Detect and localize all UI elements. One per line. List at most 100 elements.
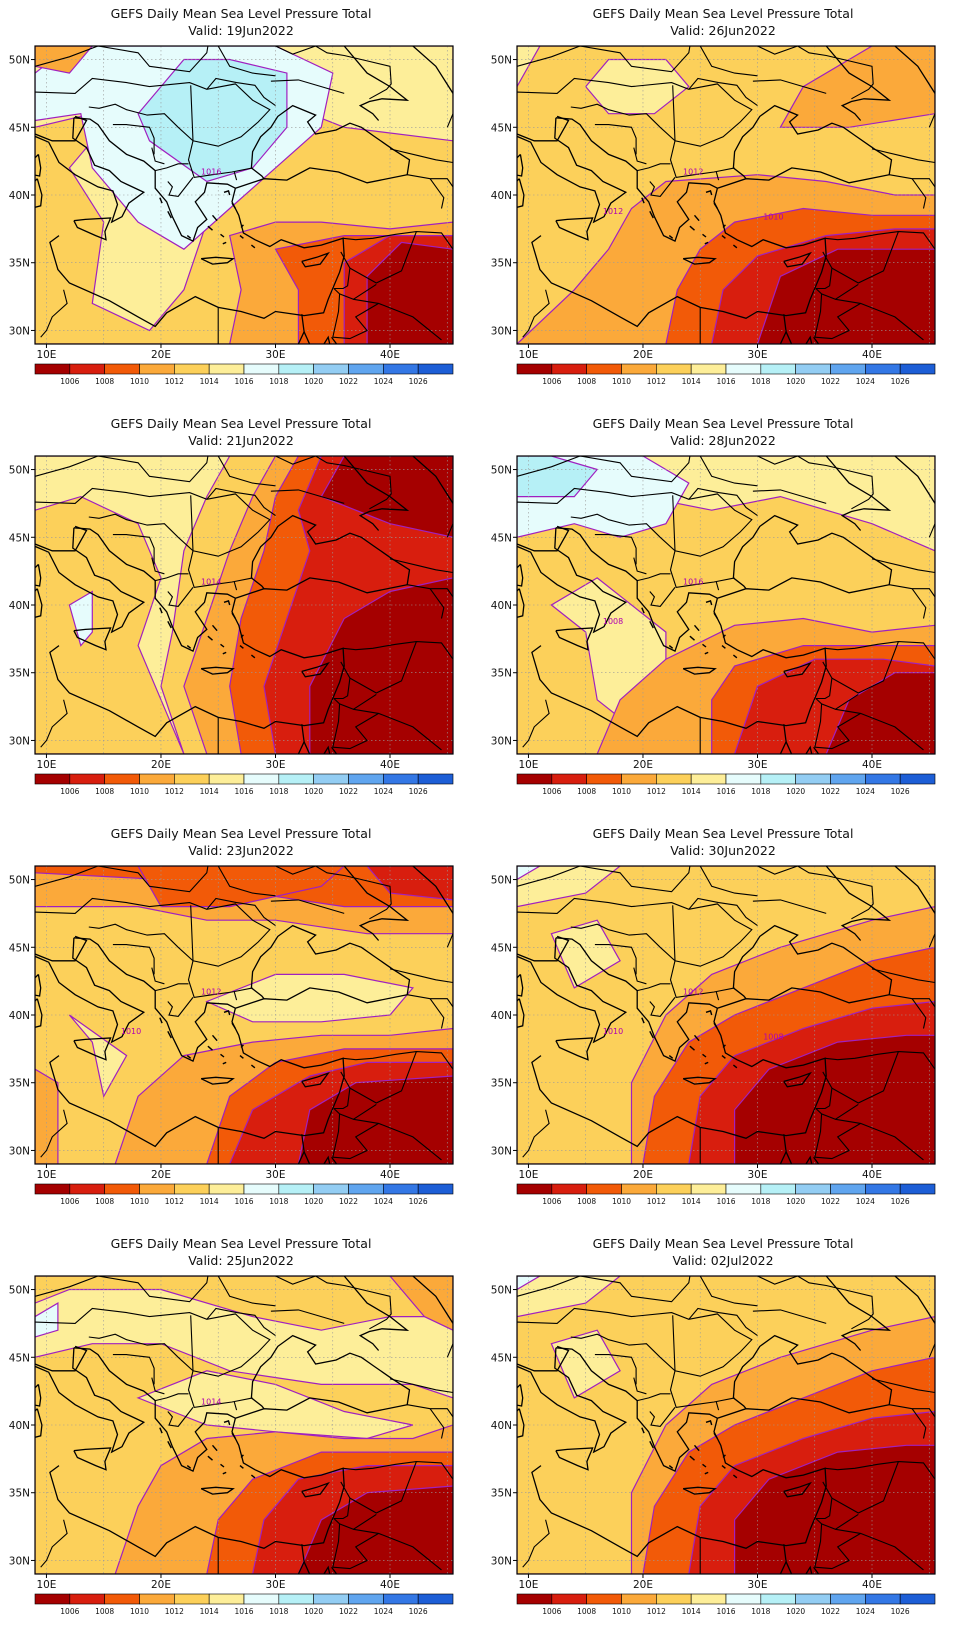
pressure-region [137,866,346,908]
country-border [270,1309,345,1324]
colorbar-swatch [383,773,419,785]
island [159,197,163,204]
lon-tick-label: 30E [265,1169,285,1181]
colorbar-swatch [313,1183,349,1195]
coastline [783,251,812,268]
colorbar-label: 1026 [409,377,428,386]
country-border [333,661,351,700]
colorbar-label: 1020 [786,1197,805,1206]
colorbar-label: 1006 [60,1197,79,1206]
coastline [555,1037,594,1061]
island [641,1427,645,1434]
island [668,645,674,649]
island [722,224,726,228]
coastline [813,1156,820,1164]
colorbar-label: 1024 [856,1197,875,1206]
country-border [669,1315,735,1409]
pressure-map: 50N 45N 40N 35N 30N 10E 20E 30E 40E 1006 1008 1010 1… [491,1275,936,1616]
coastline [73,1347,236,1473]
colorbar-swatch [551,363,587,375]
country-border [187,905,253,999]
contour-label: 1014 [201,578,221,587]
island [159,1017,163,1024]
coastline [894,1276,935,1324]
colorbar-label: 1008 [577,1607,596,1616]
island [223,1420,231,1426]
country-border [155,983,189,992]
island [693,214,700,222]
lon-tick-label: 20E [151,1579,171,1591]
country-border [889,994,935,1008]
colorbar-label: 1024 [856,787,875,796]
island [702,643,707,648]
lat-tick-label: 30N [491,1145,512,1157]
colorbar-swatch [899,773,936,785]
colorbar-label: 1018 [269,787,288,796]
colorbar-swatch [139,773,175,785]
island [167,210,172,219]
country-border [814,712,861,750]
lon-tick-label: 10E [518,759,538,771]
coastline [301,1481,330,1498]
country-border [151,557,165,575]
coastline [35,1383,42,1407]
lon-tick-label: 40E [862,1579,882,1591]
island [722,1454,726,1458]
country-border [353,298,442,341]
island [702,233,707,238]
island [641,1017,645,1024]
country-border [407,174,453,188]
coastline [235,924,411,1009]
pressure-region [309,577,453,754]
country-border [217,1276,276,1307]
colorbar-swatch [621,1593,657,1605]
country-border [835,1528,924,1571]
coastline [343,1276,410,1351]
country-border [187,85,253,179]
country-border [217,456,276,487]
colorbar-label: 1010 [130,1607,149,1616]
country-border [522,1109,550,1158]
colorbar-label: 1012 [647,377,666,386]
lon-tick-label: 20E [633,349,653,361]
valid-date-value: 28Jun2022 [708,433,776,448]
country-border [343,1461,453,1480]
island [159,1427,163,1434]
country-border [825,1051,935,1070]
country-border [112,1354,155,1385]
country-border [517,1307,753,1377]
colorbar-swatch [313,773,349,785]
colorbar-swatch [174,363,210,375]
country-border [649,587,676,607]
coastline [779,1134,787,1164]
coastline [73,627,112,651]
colorbar-swatch [243,1183,280,1195]
island [722,634,726,638]
map-panel: GEFS Daily Mean Sea Level Pressure Total… [0,0,482,410]
coastline [49,188,345,328]
colorbar-label: 1016 [234,787,253,796]
coastline [717,514,893,599]
valid-date: Valid: 23Jun2022 [0,843,482,859]
colorbar-label: 1026 [409,1607,428,1616]
country-border [151,1377,165,1395]
coastline [531,598,827,738]
island [250,1474,256,1479]
island [231,1022,236,1029]
lon-tick-label: 40E [380,759,400,771]
country-border [332,1532,379,1570]
colorbar-label: 1014 [200,377,219,386]
colorbar-swatch [690,363,727,375]
country-border [699,866,758,897]
country-border [633,967,647,985]
lon-tick-label: 40E [380,1579,400,1591]
island [207,635,213,641]
map-title: GEFS Daily Mean Sea Level Pressure Total [592,416,854,431]
country-border [40,289,68,338]
country-border [835,708,924,751]
island [705,190,713,196]
colorbar-label: 1022 [339,377,358,386]
colorbar-swatch [760,773,796,785]
valid-prefix: Valid: [188,843,227,858]
valid-date: Valid: 02Jul2022 [482,1253,964,1269]
